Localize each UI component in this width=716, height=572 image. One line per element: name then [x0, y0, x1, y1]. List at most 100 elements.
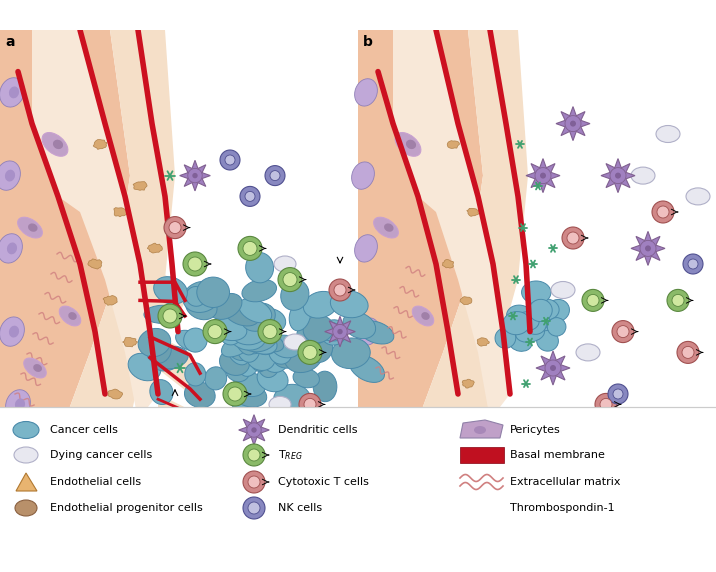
Circle shape: [329, 279, 351, 301]
Ellipse shape: [374, 217, 398, 238]
Polygon shape: [601, 158, 635, 193]
Circle shape: [570, 121, 576, 126]
Circle shape: [683, 254, 703, 274]
Ellipse shape: [248, 343, 268, 372]
Ellipse shape: [357, 318, 379, 345]
Circle shape: [164, 409, 186, 431]
Ellipse shape: [282, 396, 308, 416]
Polygon shape: [122, 337, 137, 347]
Ellipse shape: [224, 301, 259, 326]
Circle shape: [243, 497, 265, 519]
Circle shape: [183, 252, 207, 276]
Polygon shape: [324, 316, 355, 347]
Ellipse shape: [313, 371, 337, 402]
Ellipse shape: [246, 252, 274, 283]
Circle shape: [248, 449, 260, 461]
Circle shape: [672, 295, 684, 307]
Polygon shape: [16, 473, 37, 491]
Text: Thrombospondin-1: Thrombospondin-1: [510, 503, 614, 513]
Circle shape: [248, 502, 260, 514]
Circle shape: [645, 245, 651, 252]
Ellipse shape: [226, 362, 249, 382]
Polygon shape: [180, 160, 211, 191]
Ellipse shape: [631, 167, 655, 184]
Ellipse shape: [186, 287, 206, 306]
Circle shape: [337, 329, 343, 334]
Polygon shape: [631, 232, 665, 265]
Ellipse shape: [238, 299, 272, 323]
Circle shape: [265, 166, 285, 185]
Circle shape: [677, 341, 699, 363]
Ellipse shape: [527, 297, 549, 317]
Ellipse shape: [53, 140, 63, 149]
Circle shape: [600, 399, 612, 410]
Ellipse shape: [231, 315, 269, 345]
Circle shape: [243, 241, 257, 256]
Circle shape: [545, 360, 561, 376]
Ellipse shape: [547, 317, 566, 336]
Ellipse shape: [303, 315, 334, 343]
Circle shape: [652, 201, 674, 223]
Ellipse shape: [42, 133, 68, 156]
Circle shape: [582, 289, 604, 311]
Circle shape: [243, 471, 265, 493]
Ellipse shape: [231, 389, 253, 412]
Circle shape: [593, 451, 603, 462]
Ellipse shape: [239, 332, 269, 354]
Ellipse shape: [576, 344, 600, 361]
Ellipse shape: [269, 396, 291, 412]
Circle shape: [220, 150, 240, 170]
Circle shape: [667, 289, 689, 311]
Text: Basal membrane: Basal membrane: [510, 450, 605, 460]
Text: Cancer cells: Cancer cells: [50, 425, 118, 435]
Ellipse shape: [546, 299, 569, 321]
Circle shape: [608, 384, 628, 404]
Ellipse shape: [68, 312, 77, 320]
Ellipse shape: [33, 364, 42, 372]
Ellipse shape: [509, 335, 532, 351]
Ellipse shape: [289, 301, 311, 331]
Ellipse shape: [252, 331, 284, 352]
Ellipse shape: [128, 353, 161, 381]
Polygon shape: [467, 208, 479, 216]
Polygon shape: [32, 30, 158, 420]
Ellipse shape: [508, 309, 534, 328]
Text: Extracellular matrix: Extracellular matrix: [510, 477, 621, 487]
Ellipse shape: [211, 317, 247, 340]
Circle shape: [299, 394, 321, 415]
Ellipse shape: [263, 354, 288, 372]
Ellipse shape: [228, 337, 254, 360]
Ellipse shape: [274, 349, 301, 368]
Circle shape: [193, 173, 198, 178]
Circle shape: [283, 273, 297, 287]
Ellipse shape: [354, 79, 377, 106]
Text: Cytotoxic T cells: Cytotoxic T cells: [278, 477, 369, 487]
Text: Medscape: Medscape: [9, 6, 102, 24]
Ellipse shape: [0, 317, 24, 346]
Ellipse shape: [226, 335, 250, 365]
Ellipse shape: [7, 243, 17, 255]
Ellipse shape: [210, 293, 242, 319]
Ellipse shape: [395, 133, 421, 156]
Polygon shape: [358, 30, 483, 550]
Circle shape: [304, 399, 316, 410]
Circle shape: [303, 345, 317, 359]
Polygon shape: [393, 30, 510, 420]
Ellipse shape: [9, 325, 19, 337]
Ellipse shape: [495, 328, 516, 348]
Ellipse shape: [234, 372, 266, 396]
Ellipse shape: [406, 140, 416, 149]
Ellipse shape: [5, 170, 15, 181]
Circle shape: [258, 320, 282, 344]
Circle shape: [223, 382, 247, 406]
Ellipse shape: [185, 382, 216, 408]
Polygon shape: [147, 243, 163, 253]
Polygon shape: [460, 420, 503, 438]
Ellipse shape: [306, 333, 333, 363]
Ellipse shape: [24, 358, 47, 378]
Circle shape: [610, 168, 626, 184]
Circle shape: [270, 170, 280, 181]
Ellipse shape: [354, 235, 377, 262]
Ellipse shape: [503, 312, 531, 335]
Polygon shape: [114, 208, 127, 217]
